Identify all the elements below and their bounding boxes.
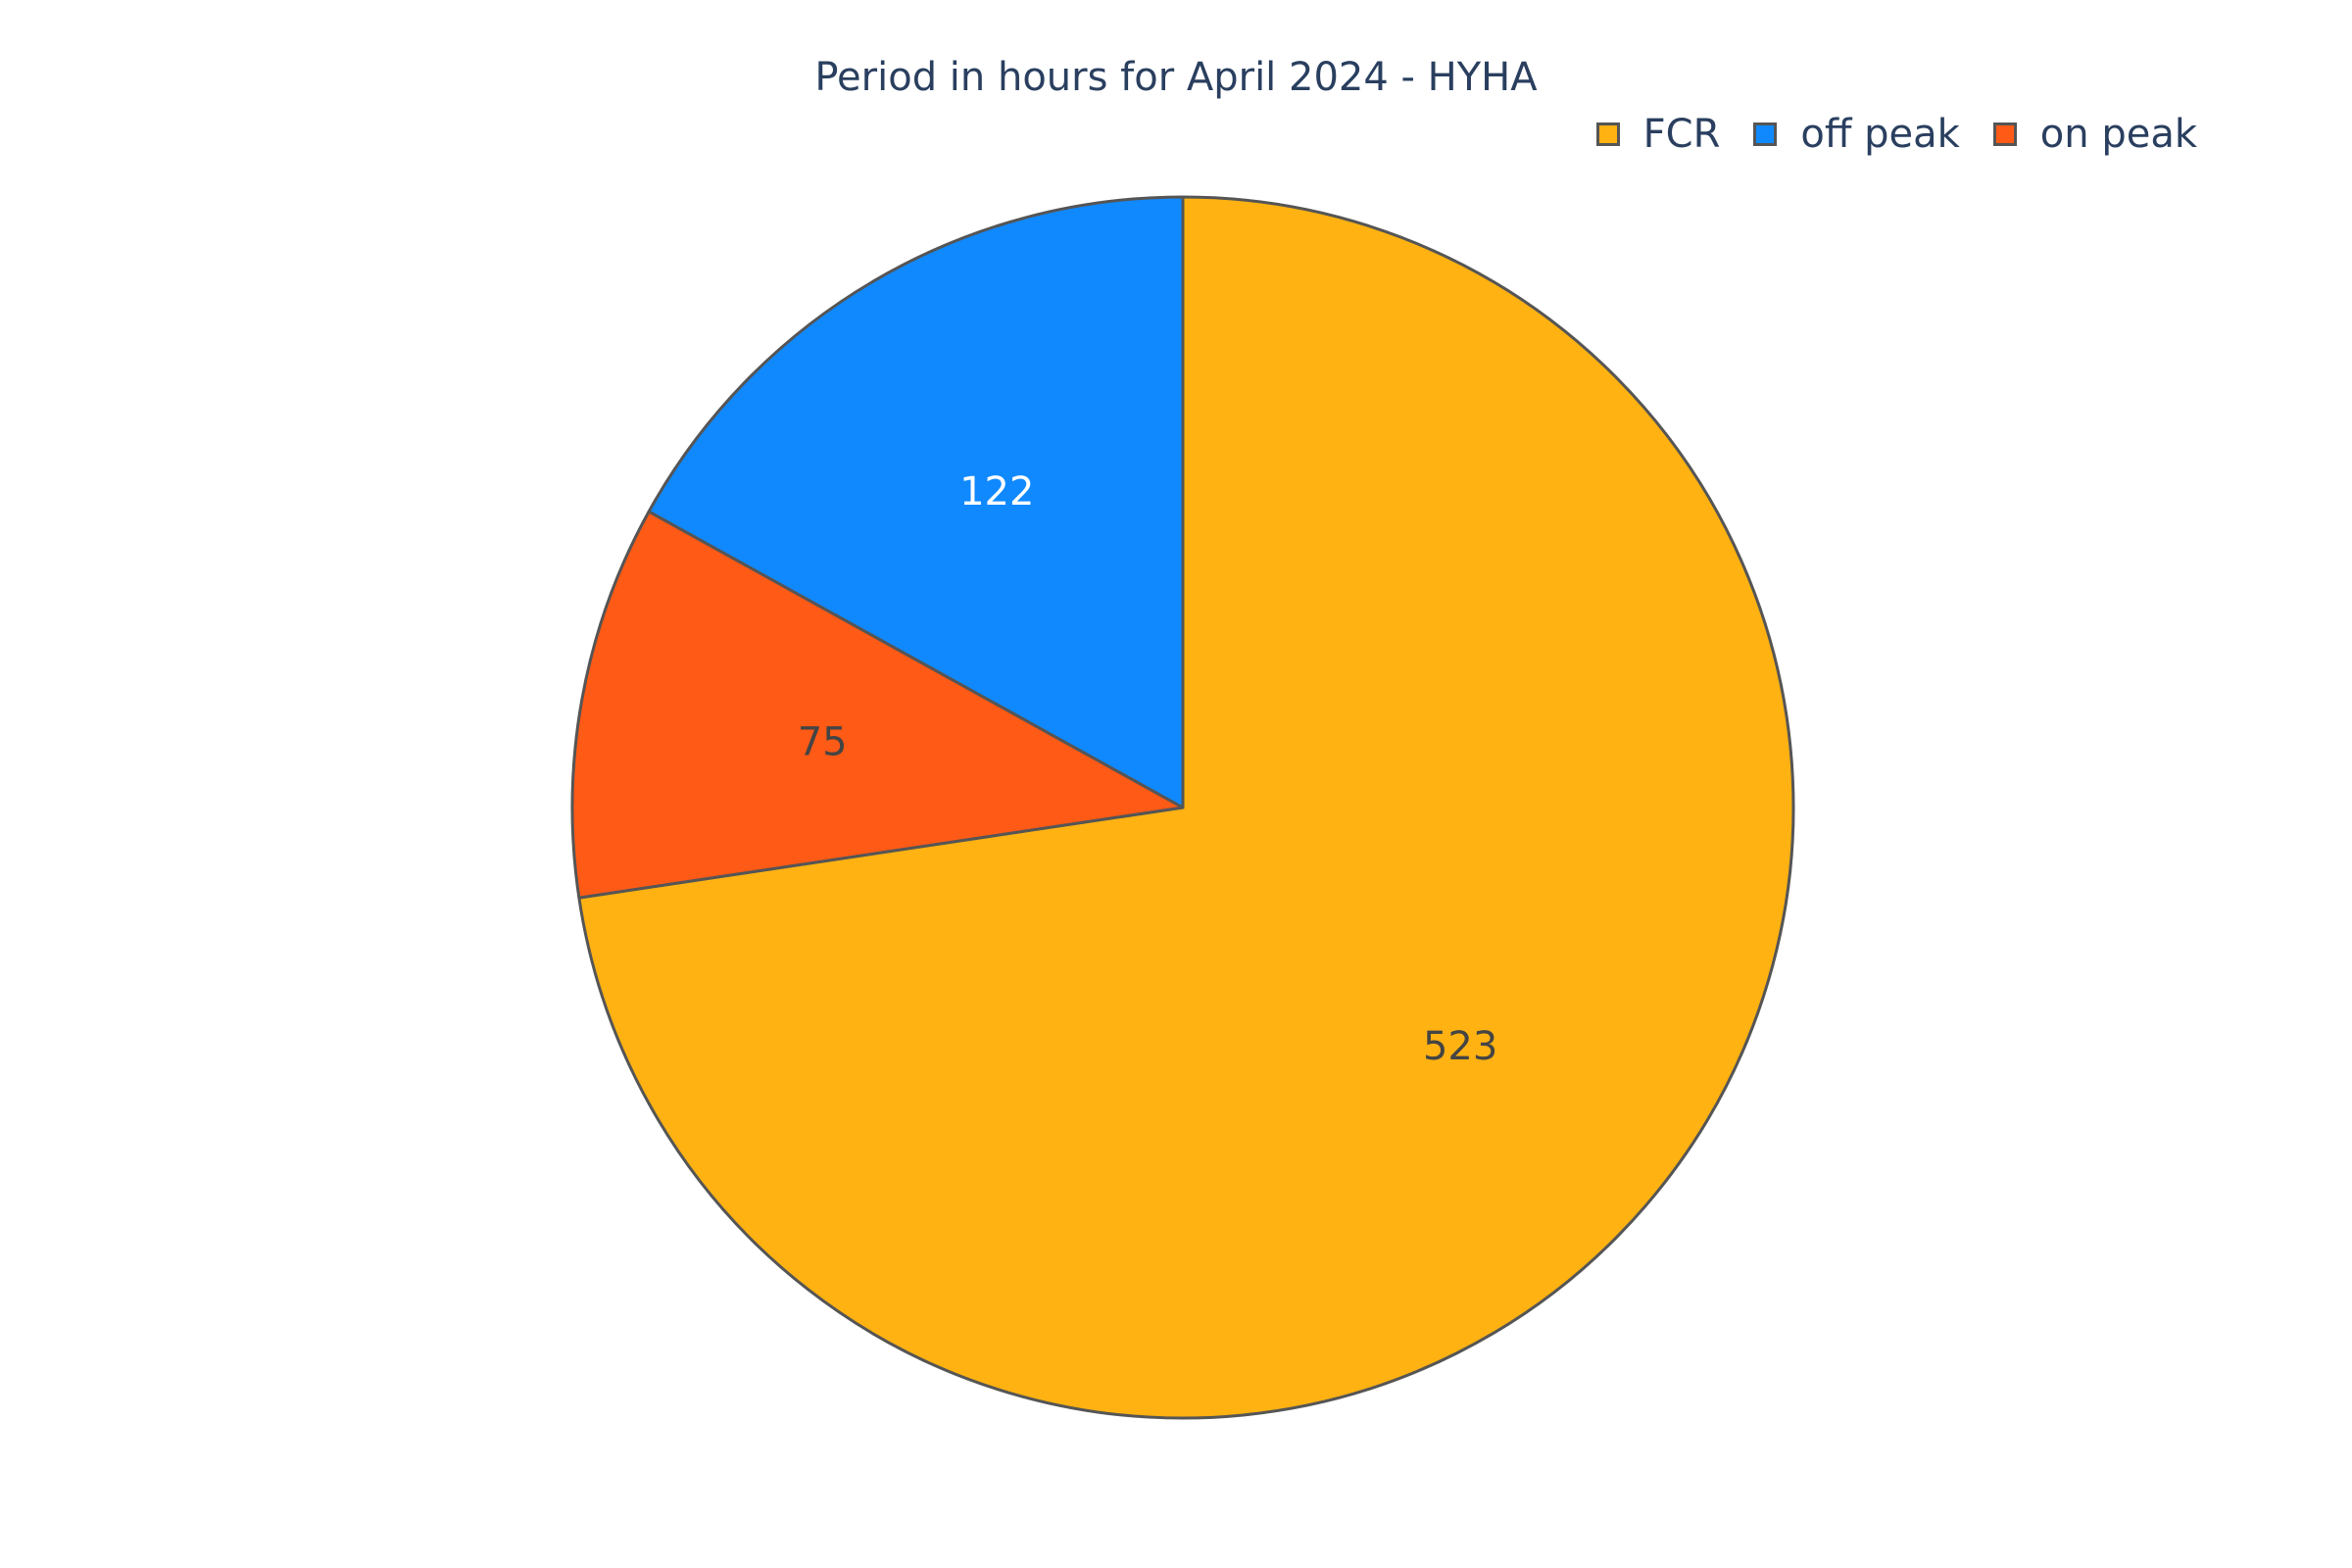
legend-swatch-on-peak xyxy=(1992,122,2017,146)
pie-label-off-peak: 122 xyxy=(959,469,1034,514)
pie-slice-off-peak[interactable] xyxy=(647,195,1185,809)
pie-slice-on-peak[interactable] xyxy=(570,510,1185,900)
legend-item-fcr[interactable]: FCR xyxy=(1595,112,1721,157)
pie-labels: 523 75 122 xyxy=(798,469,1498,1069)
legend-swatch-fcr xyxy=(1595,122,1620,146)
legend-item-off-peak[interactable]: off peak xyxy=(1753,112,1960,157)
legend-swatch-off-peak xyxy=(1753,122,1778,146)
pie-label-fcr: 523 xyxy=(1423,1024,1497,1069)
chart-title: Period in hours for April 2024 - HYHA xyxy=(814,55,1538,100)
legend-item-on-peak[interactable]: on peak xyxy=(1992,112,2197,157)
pie-label-on-peak: 75 xyxy=(798,719,848,764)
legend-label-on-peak: on peak xyxy=(2039,112,2197,157)
pie-slices xyxy=(570,195,1795,1420)
pie-slice-fcr[interactable] xyxy=(577,195,1795,1420)
legend-label-fcr: FCR xyxy=(1642,112,1721,157)
legend: FCR off peak on peak xyxy=(1563,112,2197,157)
legend-label-off-peak: off peak xyxy=(1800,112,1960,157)
